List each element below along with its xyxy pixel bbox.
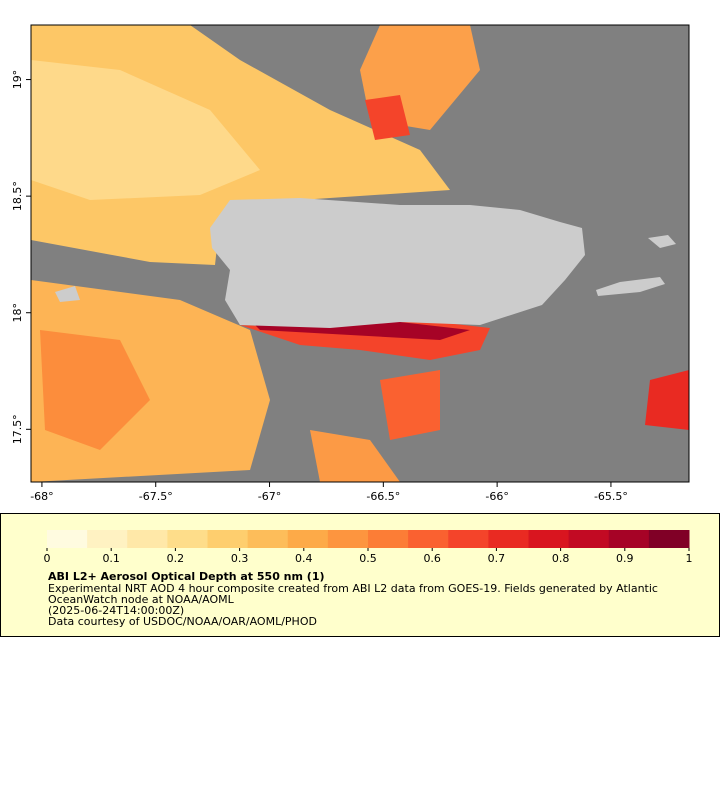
y-tick-label: 19° xyxy=(11,70,24,90)
colorbar-tick-label: 0 xyxy=(44,552,51,565)
colorbar-tick-label: 0.4 xyxy=(295,552,313,565)
caption-title: ABI L2+ Aerosol Optical Depth at 550 nm … xyxy=(48,570,325,583)
colorbar-tick-label: 0.2 xyxy=(167,552,185,565)
map-raster xyxy=(30,24,690,483)
colorbar-bin xyxy=(488,530,529,548)
colorbar-tick-label: 0.7 xyxy=(488,552,506,565)
colorbar-bin xyxy=(127,530,168,548)
colorbar-bin xyxy=(207,530,249,548)
x-tick-label: -66° xyxy=(485,490,508,503)
x-tick-label: -66.5° xyxy=(366,490,400,503)
colorbar-tick-label: 0.5 xyxy=(359,552,377,565)
colorbar-bin xyxy=(327,530,369,548)
y-tick-label: 18.5° xyxy=(11,181,24,211)
colorbar-bin xyxy=(528,530,570,548)
colorbar-bin xyxy=(368,530,409,548)
colorbar-bin xyxy=(448,530,489,548)
map-frame xyxy=(30,24,690,483)
colorbar-bin xyxy=(408,530,449,548)
colorbar-bin xyxy=(648,530,690,548)
aerosol-patch xyxy=(380,370,440,440)
colorbar-tick-label: 0.3 xyxy=(231,552,249,565)
colorbar-bin xyxy=(247,530,289,548)
aerosol-patch xyxy=(40,330,150,450)
colorbar-tick-label: 1 xyxy=(686,552,693,565)
x-tick-label: -68° xyxy=(30,490,53,503)
colorbar-bin xyxy=(608,530,650,548)
x-tick-label: -67.5° xyxy=(139,490,173,503)
colorbar-bin xyxy=(87,530,128,548)
y-tick-label: 17.5° xyxy=(11,414,24,444)
caption-line: OceanWatch node at NOAA/AOML xyxy=(48,593,235,606)
colorbar-bin xyxy=(47,530,88,548)
island xyxy=(55,286,80,302)
x-tick-label: -67° xyxy=(258,490,281,503)
colorbar-tick-label: 0.6 xyxy=(423,552,441,565)
colorbar-tick-label: 0.9 xyxy=(616,552,634,565)
island xyxy=(596,277,665,296)
caption-line: Data courtesy of USDOC/NOAA/OAR/AOML/PHO… xyxy=(48,615,317,628)
aerosol-patch xyxy=(645,370,689,430)
colorbar-tick-label: 0.1 xyxy=(102,552,120,565)
aerosol-patch xyxy=(310,430,400,482)
aerosol-patch xyxy=(365,95,410,140)
aerosol-patch xyxy=(31,60,260,200)
colorbar-bin xyxy=(568,530,610,548)
land xyxy=(210,198,585,328)
island xyxy=(648,235,676,248)
caption-line: (2025-06-24T14:00:00Z) xyxy=(48,604,184,617)
colorbar-tick-label: 0.8 xyxy=(552,552,570,565)
colorbar-bin xyxy=(287,530,329,548)
colorbar-bin xyxy=(167,530,208,548)
caption-line: Experimental NRT AOD 4 hour composite cr… xyxy=(48,582,658,595)
y-tick-label: 18° xyxy=(11,303,24,323)
x-tick-label: -65.5° xyxy=(594,490,628,503)
